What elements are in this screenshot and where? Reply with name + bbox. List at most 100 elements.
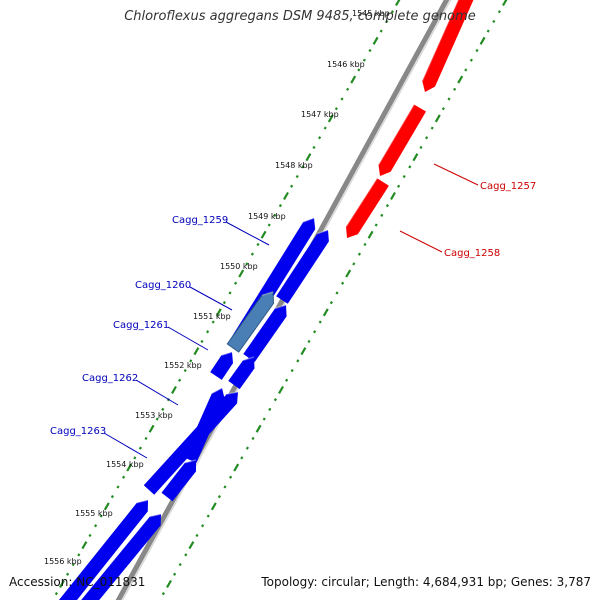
left-row-tick bbox=[200, 339, 204, 344]
tick-label: 1554 kbp bbox=[106, 460, 144, 469]
left-row-tick bbox=[234, 281, 238, 285]
right-row-tick bbox=[184, 553, 188, 557]
right-row-tick bbox=[313, 330, 317, 334]
left-row-tick bbox=[99, 514, 103, 518]
leader-line bbox=[399, 230, 443, 253]
gene-blue-inner-5[interactable] bbox=[161, 460, 197, 502]
gene-label-cagg-1259[interactable]: Cagg_1259 bbox=[172, 215, 228, 226]
gene-label-cagg-1262[interactable]: Cagg_1262 bbox=[82, 373, 138, 384]
left-row-tick bbox=[283, 191, 289, 200]
tick-label: 1552 kbp bbox=[164, 361, 202, 370]
right-row-tick bbox=[486, 29, 490, 33]
gene-cagg-1259-shine bbox=[303, 217, 315, 223]
left-row-tick bbox=[222, 301, 226, 305]
gene-cagg-1261[interactable] bbox=[210, 352, 233, 380]
right-row-tick bbox=[492, 19, 496, 23]
leader-line bbox=[433, 163, 479, 186]
gene-cagg-1260-shine bbox=[261, 291, 274, 297]
left-row-tick bbox=[148, 424, 155, 433]
tick-labels: 1545 kbp 1546 kbp 1547 kbp 1548 kbp 1549 kbp… bbox=[44, 9, 390, 566]
left-row-tick bbox=[133, 456, 137, 460]
left-row-tick bbox=[357, 68, 361, 72]
gene-blue-inner-1[interactable] bbox=[276, 230, 329, 304]
left-row-tick bbox=[189, 359, 193, 363]
left-row-tick bbox=[144, 436, 148, 441]
right-row-tick bbox=[251, 436, 255, 441]
tick-label: 1545 kbp bbox=[352, 9, 390, 18]
tick-row-left bbox=[54, 0, 401, 596]
gene-red-top[interactable] bbox=[422, 0, 474, 92]
left-row-tick bbox=[71, 562, 75, 567]
gene-labels[interactable]: Cagg_1257 Cagg_1258 Cagg_1259 Cagg_1260 Cagg… bbox=[50, 181, 536, 437]
gene-label-cagg-1263[interactable]: Cagg_1263 bbox=[50, 426, 106, 437]
left-row-tick bbox=[278, 204, 282, 208]
gene-blue-inner-6[interactable] bbox=[77, 514, 161, 600]
gene-cagg-1260[interactable] bbox=[226, 291, 275, 353]
left-row-tick bbox=[116, 485, 120, 489]
left-row-tick bbox=[183, 368, 187, 373]
right-row-tick bbox=[475, 48, 479, 53]
right-row-tick bbox=[412, 153, 419, 162]
right-row-tick bbox=[502, 0, 508, 7]
right-row-tick bbox=[430, 126, 434, 130]
right-row-tick bbox=[210, 502, 217, 511]
topology-summary: Topology: circular; Length: 4,684,931 bp… bbox=[261, 575, 591, 589]
left-row-tick bbox=[273, 213, 277, 217]
right-row-tick bbox=[322, 308, 329, 317]
gene-features[interactable] bbox=[55, 0, 475, 600]
right-row-tick bbox=[240, 456, 244, 460]
right-row-tick bbox=[201, 524, 205, 528]
gene-blue-inner-4[interactable] bbox=[183, 388, 225, 463]
left-row-tick bbox=[54, 592, 58, 596]
right-row-tick bbox=[335, 291, 339, 295]
left-row-tick bbox=[346, 87, 350, 91]
left-row-tick bbox=[390, 10, 394, 14]
left-row-tick bbox=[350, 75, 357, 84]
accession-label: Accession: NC_011831 bbox=[9, 575, 146, 589]
gene-label-cagg-1260[interactable]: Cagg_1260 bbox=[135, 280, 191, 291]
gene-cagg-1257[interactable] bbox=[378, 104, 427, 177]
left-row-tick bbox=[379, 29, 383, 33]
right-row-tick bbox=[397, 184, 401, 188]
right-row-tick bbox=[329, 301, 333, 305]
tick-label: 1555 kbp bbox=[75, 509, 113, 518]
right-row-tick bbox=[385, 204, 389, 208]
gene-cagg-1262-shine bbox=[226, 391, 239, 395]
left-row-tick bbox=[385, 19, 389, 23]
gene-blue-inner-2[interactable] bbox=[243, 305, 287, 362]
gene-label-cagg-1258[interactable]: Cagg_1258 bbox=[444, 248, 500, 259]
left-row-tick bbox=[250, 252, 254, 256]
right-row-tick bbox=[318, 320, 322, 324]
right-row-tick bbox=[457, 75, 464, 84]
gene-label-cagg-1261[interactable]: Cagg_1261 bbox=[113, 320, 169, 331]
left-row-tick bbox=[66, 572, 70, 576]
right-row-tick bbox=[367, 230, 374, 239]
gene-label-cagg-1257[interactable]: Cagg_1257 bbox=[480, 181, 536, 192]
right-row-tick bbox=[273, 398, 277, 402]
right-row-tick bbox=[290, 368, 294, 373]
right-row-tick bbox=[161, 592, 165, 596]
left-row-tick bbox=[295, 174, 299, 179]
gene-cagg-1257-shine bbox=[377, 104, 415, 166]
right-row-tick bbox=[453, 87, 457, 91]
gene-cagg-1258[interactable] bbox=[346, 178, 389, 238]
right-row-tick bbox=[390, 191, 396, 200]
right-row-tick bbox=[441, 107, 445, 111]
gene-cagg-1263[interactable] bbox=[55, 500, 149, 600]
right-row-tick bbox=[345, 269, 352, 278]
left-row-tick bbox=[368, 48, 372, 53]
left-row-tick bbox=[340, 97, 344, 101]
left-row-tick bbox=[155, 417, 159, 421]
left-row-tick bbox=[77, 553, 81, 557]
left-row-tick bbox=[161, 407, 165, 411]
left-row-tick bbox=[215, 308, 222, 317]
gene-blue-inner-3-shine bbox=[242, 356, 255, 362]
left-row-tick bbox=[88, 533, 92, 538]
left-row-tick bbox=[327, 114, 334, 123]
left-row-tick bbox=[211, 320, 215, 324]
gene-blue-inner-3[interactable] bbox=[228, 357, 255, 390]
tick-label: 1551 kbp bbox=[193, 312, 231, 321]
left-row-tick bbox=[312, 145, 316, 150]
